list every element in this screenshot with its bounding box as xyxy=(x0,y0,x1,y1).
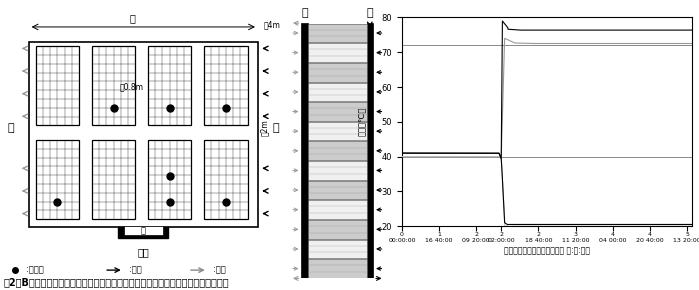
Bar xyxy=(366,23,373,278)
Bar xyxy=(308,220,366,239)
Text: :送風: :送風 xyxy=(129,266,142,275)
Bar xyxy=(308,161,366,180)
Bar xyxy=(308,83,366,101)
Y-axis label: 温度（℃）: 温度（℃） xyxy=(358,107,367,137)
Bar xyxy=(36,46,79,125)
Bar xyxy=(308,181,366,199)
Bar xyxy=(308,142,366,160)
X-axis label: 温度計測開始からの時間（日 時:分:秒）: 温度計測開始からの時間（日 時:分:秒） xyxy=(504,246,590,255)
Text: 左: 左 xyxy=(301,8,308,18)
Text: 手前: 手前 xyxy=(138,247,149,257)
Bar xyxy=(118,227,168,238)
Text: 約4m: 約4m xyxy=(264,20,280,29)
Bar xyxy=(92,140,135,219)
Bar xyxy=(124,226,163,235)
Text: :温度計: :温度計 xyxy=(26,266,43,275)
Bar xyxy=(92,46,135,125)
Text: 右: 右 xyxy=(273,123,280,133)
Bar xyxy=(308,63,366,81)
Text: 図2　B社の乾熱装置の平面図（左）と棚の略図（中央）と運転中の庫内温度（右）: 図2 B社の乾熱装置の平面図（左）と棚の略図（中央）と運転中の庫内温度（右） xyxy=(3,277,229,287)
Bar xyxy=(148,46,192,125)
Bar xyxy=(204,140,247,219)
Bar xyxy=(148,140,192,219)
Bar xyxy=(36,140,79,219)
Bar xyxy=(308,240,366,258)
Bar xyxy=(204,46,247,125)
Bar xyxy=(308,102,366,121)
Bar xyxy=(308,24,366,42)
Bar xyxy=(29,42,258,227)
Text: 右: 右 xyxy=(366,8,373,18)
Text: 約0.8m: 約0.8m xyxy=(120,82,144,91)
Text: 奥: 奥 xyxy=(129,14,135,23)
Bar xyxy=(308,259,366,278)
Bar xyxy=(308,43,366,62)
Bar xyxy=(308,122,366,140)
Bar xyxy=(301,23,308,278)
Text: :吸気: :吸気 xyxy=(213,266,226,275)
Text: 約2m: 約2m xyxy=(260,119,269,136)
Bar xyxy=(308,200,366,219)
Text: 扉: 扉 xyxy=(140,226,146,235)
Text: 左: 左 xyxy=(7,123,14,133)
